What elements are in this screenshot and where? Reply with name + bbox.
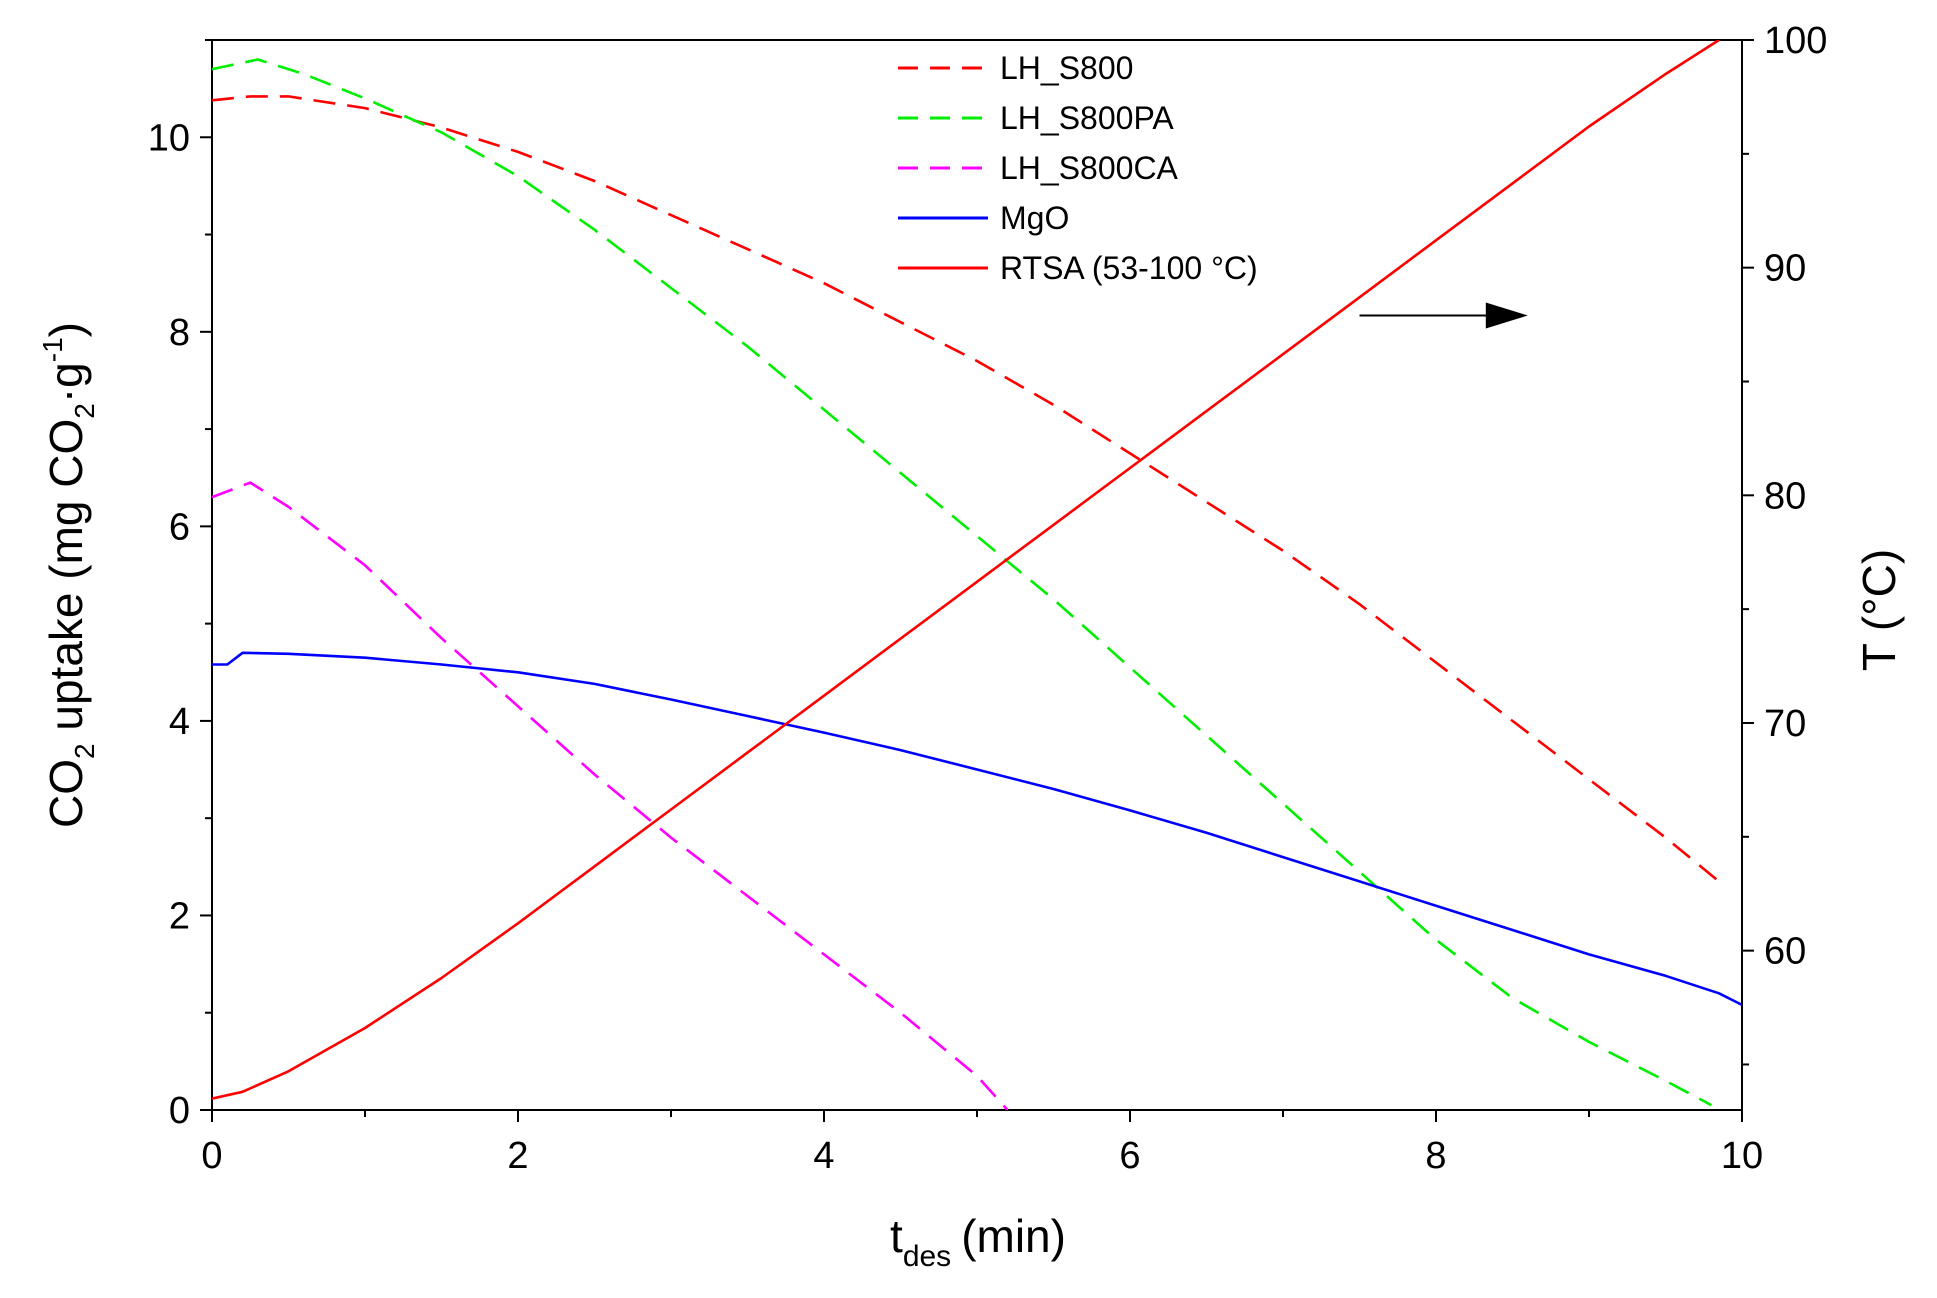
x-tick-label: 2 (507, 1135, 528, 1177)
legend-label: LH_S800PA (1000, 100, 1174, 136)
y-right-tick-label: 80 (1764, 475, 1806, 517)
plot-border (211, 39, 1743, 1111)
series-layer (212, 40, 1742, 1110)
x-tick-label: 4 (813, 1135, 834, 1177)
legend-label: RTSA (53-100 °C) (1000, 250, 1258, 286)
x-axis-title: tdes (min) (890, 1210, 1066, 1273)
y-left-tick-label: 10 (148, 117, 190, 159)
legend: LH_S800 LH_S800PA LH_S800CA MgO RTSA (53-100… (898, 50, 1258, 286)
series-line-lh-s800ca (212, 481, 1009, 1110)
y-right-axis-title: T (°C) (1853, 549, 1905, 671)
legend-label: LH_S800CA (1000, 150, 1179, 186)
legend-label: LH_S800 (1000, 50, 1133, 86)
y-left-tick-label: 4 (169, 701, 190, 743)
x-tick-label: 8 (1425, 1135, 1446, 1177)
x-axis-title-main: t (890, 1210, 903, 1262)
y-left-tick-label: 8 (169, 312, 190, 354)
legend-label: MgO (1000, 200, 1069, 236)
x-axis-title-unit: (min) (961, 1210, 1066, 1262)
arrow-head (1485, 302, 1528, 329)
x-tick-label: 0 (201, 1135, 222, 1177)
series-line-lh-s800pa (212, 58, 1713, 1107)
x-tick-label: 10 (1721, 1135, 1763, 1177)
x-axis-title-sub: des (903, 1240, 951, 1273)
y-right-tick-label: 70 (1764, 703, 1806, 745)
x-tick-label: 6 (1119, 1135, 1140, 1177)
y-right-tick-label: 100 (1764, 20, 1827, 62)
y-right-tick-label: 60 (1764, 931, 1806, 973)
y-left-tick-label: 2 (169, 895, 190, 937)
series-line-lh-s800 (212, 95, 1720, 883)
series-line-mgo (212, 651, 1742, 1007)
y-right-tick-label: 90 (1764, 248, 1806, 290)
y-left-tick-label: 6 (169, 506, 190, 548)
series-line-rtsa-53-100-c (212, 40, 1720, 1100)
plot-frame (211, 39, 1743, 1111)
y-left-axis-title: CO2 uptake (mg CO2·g-1) (37, 322, 100, 828)
y-left-tick-label: 0 (169, 1090, 190, 1132)
annotation-arrow (1359, 302, 1528, 329)
